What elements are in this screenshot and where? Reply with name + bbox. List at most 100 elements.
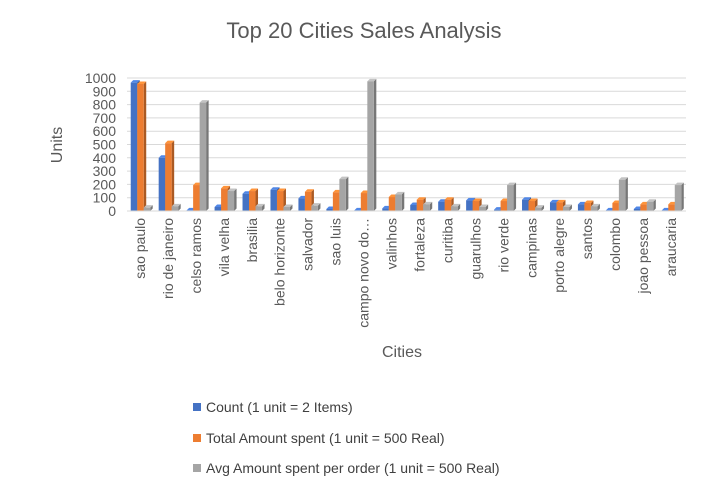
bar-6-2 xyxy=(311,203,321,211)
bar-top-15-2 xyxy=(562,204,572,208)
bar-top-16-1 xyxy=(584,200,594,204)
x-tick-label-1: rio de janeiro xyxy=(160,218,176,299)
bar-top-16-2 xyxy=(590,203,600,207)
x-axis-ticks: sao paulo rio de janeiro celso ramos vila v… xyxy=(132,218,679,328)
bar-face-18-2 xyxy=(646,201,654,211)
bar-17-2 xyxy=(618,177,628,211)
bar-top-17-2 xyxy=(618,177,628,180)
bar-3-2 xyxy=(227,188,237,211)
bar-top-14-0 xyxy=(522,197,532,200)
bar-top-3-1 xyxy=(221,185,231,189)
bar-0-1 xyxy=(137,81,147,211)
bar-5-2 xyxy=(283,204,293,211)
legend-label-total-amount: Total Amount spent (1 unit = 500 Real) xyxy=(206,429,445,446)
bar-top-15-0 xyxy=(549,199,559,203)
bar-top-0-1 xyxy=(137,81,147,84)
bar-side-10-2 xyxy=(429,201,433,211)
bar-face-18-0 xyxy=(633,209,641,211)
bar-side-6-2 xyxy=(317,203,321,211)
x-tick-label-9: valinhos xyxy=(384,218,400,269)
legend-swatch-count xyxy=(193,403,201,411)
bar-7-2 xyxy=(339,176,349,211)
bar-8-2 xyxy=(367,78,377,211)
bars xyxy=(130,78,684,211)
bar-top-18-2 xyxy=(646,199,656,202)
bar-top-15-1 xyxy=(556,199,566,203)
legend-swatch-avg-amount xyxy=(193,464,201,472)
bar-face-17-1 xyxy=(612,203,619,211)
legend-item-total-amount: Total Amount spent (1 unit = 500 Real) xyxy=(193,428,500,448)
bar-top-1-2 xyxy=(171,203,181,207)
bar-top-5-1 xyxy=(276,188,286,192)
bar-face-16-0 xyxy=(577,204,585,211)
bar-top-12-0 xyxy=(466,197,476,201)
bar-top-8-2 xyxy=(367,78,377,82)
bar-face-12-2 xyxy=(479,207,486,211)
bar-2-2 xyxy=(199,100,209,211)
bar-face-9-1 xyxy=(388,197,396,211)
y-tick-label-8: 800 xyxy=(93,97,117,113)
bar-top-7-2 xyxy=(339,176,349,180)
bar-1-2 xyxy=(171,203,181,211)
bar-side-13-2 xyxy=(513,182,517,211)
bar-16-2 xyxy=(590,203,600,211)
x-tick-label-16: santos xyxy=(579,218,595,259)
bar-top-14-2 xyxy=(535,205,545,208)
bar-15-2 xyxy=(562,204,572,211)
x-tick-label-12: guarulhos xyxy=(467,218,483,280)
bar-top-10-1 xyxy=(416,197,426,200)
bar-face-15-0 xyxy=(549,202,557,211)
bar-face-19-2 xyxy=(674,185,682,211)
x-tick-label-11: curitiba xyxy=(439,218,455,263)
bar-face-3-1 xyxy=(221,188,228,211)
bar-10-2 xyxy=(423,201,433,211)
bar-12-2 xyxy=(479,204,489,211)
bar-face-14-0 xyxy=(522,199,529,211)
x-tick-label-3: vila velha xyxy=(216,218,232,277)
bar-top-5-2 xyxy=(283,204,293,208)
x-tick-label-8: campo novo do… xyxy=(356,218,372,328)
bar-face-4-2 xyxy=(255,206,263,211)
y-tick-label-5: 500 xyxy=(93,137,117,153)
y-axis-label: Units xyxy=(49,127,66,163)
bar-face-1-0 xyxy=(158,157,166,211)
legend-label-avg-amount: Avg Amount spent per order (1 unit = 500… xyxy=(206,460,500,476)
bar-11-2 xyxy=(451,203,461,211)
legend-item-count: Count (1 unit = 2 Items) xyxy=(193,397,500,417)
bar-side-17-2 xyxy=(625,177,628,211)
bar-face-1-2 xyxy=(171,206,179,211)
bar-face-5-1 xyxy=(276,191,284,211)
bar-face-16-2 xyxy=(590,206,598,211)
x-tick-label-6: salvador xyxy=(300,218,316,271)
legend-swatch-total-amount xyxy=(193,433,201,442)
x-tick-label-10: fortaleza xyxy=(411,218,427,272)
bar-face-14-1 xyxy=(528,201,536,211)
bar-13-2 xyxy=(507,182,517,211)
y-tick-label-1: 100 xyxy=(93,190,117,206)
bar-side-8-2 xyxy=(373,78,377,211)
bar-face-11-1 xyxy=(444,199,452,211)
x-tick-label-18: joao pessoa xyxy=(635,218,651,295)
bar-side-1-2 xyxy=(178,203,181,211)
legend-item-avg-amount: Avg Amount spent per order (1 unit = 500… xyxy=(193,458,500,478)
bar-0-2 xyxy=(143,205,153,211)
y-tick-label-2: 200 xyxy=(93,176,117,192)
bar-face-13-2 xyxy=(507,185,514,211)
bar-top-13-2 xyxy=(507,182,517,186)
x-tick-label-2: celso ramos xyxy=(188,218,204,293)
bar-face-11-2 xyxy=(451,206,458,211)
bar-top-11-1 xyxy=(444,197,454,200)
bar-14-2 xyxy=(535,205,545,211)
chart-title: Top 20 Cities Sales Analysis xyxy=(226,18,501,43)
bar-face-10-2 xyxy=(423,204,430,211)
bar-side-7-2 xyxy=(345,176,349,211)
bar-face-2-1 xyxy=(193,185,200,211)
bar-side-19-2 xyxy=(681,182,684,211)
bar-top-14-1 xyxy=(528,198,538,202)
bar-face-8-1 xyxy=(360,193,368,211)
bar-top-10-2 xyxy=(423,201,433,205)
bar-face-3-2 xyxy=(227,191,235,211)
bar-side-18-2 xyxy=(653,199,656,211)
bar-side-3-2 xyxy=(234,188,237,211)
